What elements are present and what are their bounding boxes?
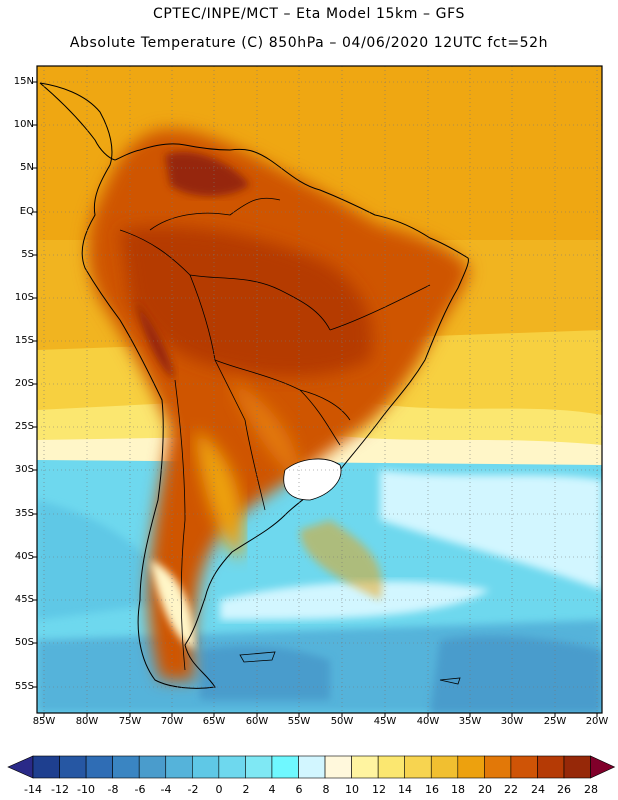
lat-label-40s: 40S (14, 551, 34, 562)
lat-label-45s: 45S (14, 594, 34, 605)
colorbar-swatch (59, 755, 87, 779)
colorbar-swatch (510, 755, 538, 779)
colorbar-label: -14 (24, 783, 42, 796)
colorbar-swatch (430, 755, 459, 779)
colorbar-swatch (165, 755, 193, 779)
colorbar-label: 24 (531, 783, 545, 796)
colorbar-label: -4 (160, 783, 172, 796)
lon-label-85w: 85W (32, 716, 56, 727)
colorbar-swatch (537, 755, 565, 779)
colorbar-under-arrow (7, 755, 34, 779)
map-frame (36, 65, 603, 714)
colorbar-swatch (377, 755, 405, 779)
lat-label-eq: EQ (19, 206, 34, 217)
title-line-1: CPTEC/INPE/MCT – Eta Model 15km – GFS (152, 6, 466, 22)
lon-label-80w: 80W (75, 716, 99, 727)
country-borders (119, 197, 431, 671)
lon-label-70w: 70W (160, 716, 184, 727)
lon-label-75w: 75W (118, 716, 142, 727)
colorbar-swatch (85, 755, 113, 779)
colorbar-label: 6 (295, 783, 303, 796)
lon-label-60w: 60W (245, 716, 269, 727)
lon-label-25w: 25W (543, 716, 567, 727)
lon-label-40w: 40W (416, 716, 440, 727)
colorbar-swatch (563, 755, 591, 779)
colorbar-label: 28 (584, 783, 598, 796)
colorbar-label: 14 (398, 783, 412, 796)
colorbar-label: 18 (451, 783, 465, 796)
lat-label-10n: 10N (13, 119, 34, 130)
lat-label-10s: 10S (14, 292, 34, 303)
colorbar-swatch (324, 755, 352, 779)
lon-label-55w: 55W (287, 716, 311, 727)
colorbar-label: -2 (187, 783, 199, 796)
colorbar-swatch (298, 755, 326, 779)
lat-label-30s: 30S (14, 464, 34, 475)
colorbar-label: 16 (425, 783, 439, 796)
coastline (39, 82, 469, 689)
colorbar-label: 2 (242, 783, 250, 796)
lat-label-5s: 5S (21, 249, 34, 260)
colorbar-swatch (112, 755, 140, 779)
lon-label-20w: 20W (585, 716, 609, 727)
colorbar-label: -6 (134, 783, 146, 796)
colorbar-swatch (351, 755, 379, 779)
lat-label-25s: 25S (14, 421, 34, 432)
colorbar-label: 20 (478, 783, 492, 796)
lat-label-20s: 20S (14, 378, 34, 389)
title-line-2: Absolute Temperature (C) 850hPa – 04/06/… (69, 35, 549, 51)
colorbar-swatch (138, 755, 167, 779)
lon-label-65w: 65W (202, 716, 226, 727)
temperature-field (37, 66, 602, 713)
lat-label-5n: 5N (20, 162, 34, 173)
colorbar-label: 8 (322, 783, 330, 796)
lon-label-45w: 45W (373, 716, 397, 727)
colorbar-label: 0 (215, 783, 223, 796)
colorbar-label: 10 (345, 783, 359, 796)
colorbar-label: -8 (107, 783, 119, 796)
colorbar-label: -10 (77, 783, 95, 796)
colorbar-label: 12 (372, 783, 386, 796)
colorbar-swatch (192, 755, 220, 779)
colorbar-label: 22 (504, 783, 518, 796)
colorbar-label: 26 (557, 783, 571, 796)
lat-label-15s: 15S (14, 335, 34, 346)
tick-marks (33, 81, 598, 717)
colorbar-label: -12 (51, 783, 69, 796)
colorbar-swatch (484, 755, 512, 779)
colorbar-swatch (218, 755, 246, 779)
colorbar-swatch (32, 755, 60, 779)
lon-label-50w: 50W (330, 716, 354, 727)
lat-label-35s: 35S (14, 508, 34, 519)
colorbar-swatch (245, 755, 273, 779)
lat-label-15n: 15N (13, 76, 34, 87)
central-america-outline (39, 82, 116, 161)
lon-label-30w: 30W (500, 716, 524, 727)
lat-label-50s: 50S (14, 637, 34, 648)
lon-label-35w: 35W (458, 716, 482, 727)
lat-label-55s: 55S (14, 681, 34, 692)
colorbar (7, 755, 616, 779)
colorbar-over-arrow (590, 755, 616, 779)
colorbar-label: 4 (268, 783, 276, 796)
colorbar-swatch (404, 755, 432, 779)
colorbar-swatch (457, 755, 485, 779)
colorbar-swatch (271, 755, 299, 779)
